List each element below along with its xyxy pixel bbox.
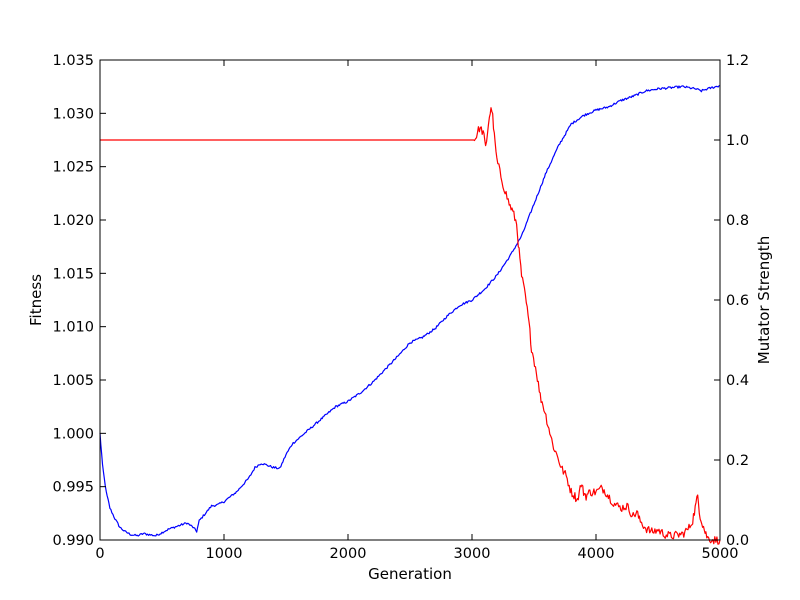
- y-right-tick-label: 0.2: [726, 453, 749, 469]
- y-left-tick-label: 1.030: [52, 106, 94, 122]
- y-left-tick-label: 1.005: [52, 373, 94, 389]
- y-left-tick-label: 1.035: [52, 53, 94, 69]
- y-left-tick-label: 1.000: [52, 426, 94, 442]
- y-axis-left-label: Fitness: [27, 274, 45, 326]
- y-left-tick-label: 1.020: [52, 213, 94, 229]
- y-right-tick-label: 0.8: [726, 213, 749, 229]
- x-tick-label: 5000: [702, 546, 739, 562]
- x-tick-label: 4000: [578, 546, 615, 562]
- y-left-tick-label: 0.995: [52, 480, 94, 496]
- y-left-tick-label: 1.010: [52, 320, 94, 336]
- x-tick-label: 1000: [206, 546, 243, 562]
- y-left-tick-label: 0.990: [52, 533, 94, 549]
- y-axis-right-label: Mutator Strength: [755, 236, 773, 364]
- x-tick-label: 3000: [454, 546, 491, 562]
- x-tick-label: 0: [95, 546, 104, 562]
- y-right-tick-label: 0.4: [726, 373, 749, 389]
- fitness-line: [99, 85, 721, 537]
- y-left-tick-label: 1.025: [52, 160, 94, 176]
- series-layer: [99, 85, 721, 545]
- ticks-layer: 0 1000 2000 3000 4000 50000.9900.9951.0001.00…: [52, 53, 749, 562]
- y-right-tick-label: 0.6: [726, 293, 749, 309]
- y-right-tick-label: 0.0: [726, 533, 749, 549]
- y-right-tick-label: 1.0: [726, 133, 749, 149]
- mutator-strength-line: [100, 107, 721, 545]
- x-axis-label: Generation: [368, 565, 452, 583]
- y-right-tick-label: 1.2: [726, 53, 749, 69]
- x-tick-label: 2000: [330, 546, 367, 562]
- y-left-tick-label: 1.015: [52, 266, 94, 282]
